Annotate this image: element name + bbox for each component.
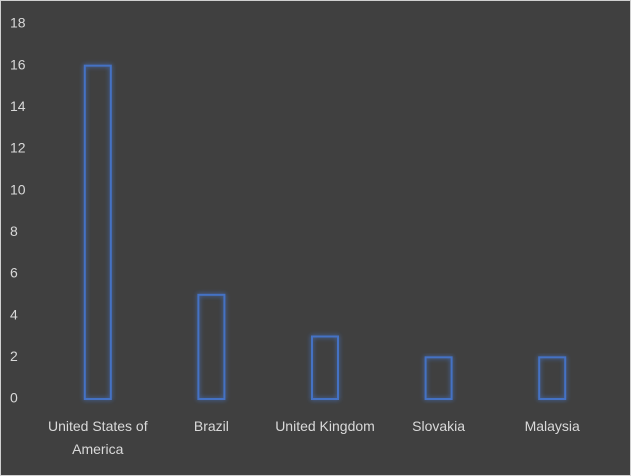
y-tick-label: 2	[10, 348, 18, 364]
y-tick-label: 0	[10, 390, 18, 406]
y-tick-label: 6	[10, 265, 18, 281]
x-tick-label: Brazil	[194, 418, 229, 434]
x-tick-label: Malaysia	[525, 418, 580, 434]
y-tick-label: 10	[10, 181, 26, 197]
x-tick-label: Slovakia	[412, 418, 465, 434]
y-tick-label: 12	[10, 140, 26, 156]
y-tick-label: 14	[10, 98, 26, 114]
y-tick-label: 18	[10, 15, 26, 31]
bar	[424, 356, 453, 401]
y-tick-label: 8	[10, 223, 18, 239]
x-tick-label: United States of America	[48, 418, 148, 457]
bar	[197, 293, 226, 401]
bar	[538, 356, 567, 401]
y-tick-label: 4	[10, 306, 18, 322]
y-tick-label: 16	[10, 56, 26, 72]
x-tick-label: United Kingdom	[275, 418, 375, 434]
bar	[311, 335, 339, 400]
bar	[83, 64, 112, 401]
